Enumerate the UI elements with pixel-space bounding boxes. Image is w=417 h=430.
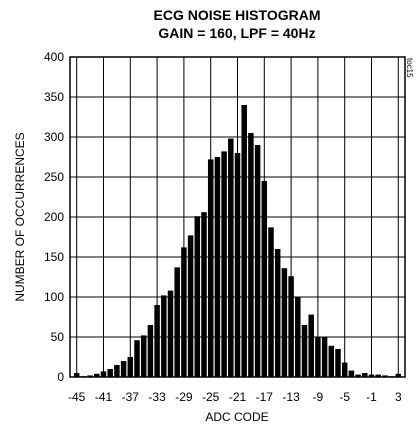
histogram-bar	[395, 373, 402, 377]
x-tick-label: -5	[339, 390, 350, 404]
histogram-bar	[214, 157, 221, 377]
x-tick-label: -29	[175, 390, 193, 404]
histogram-bar	[221, 151, 227, 377]
bars	[73, 105, 402, 377]
x-tick-label: -37	[122, 390, 140, 404]
y-tick-label: 0	[57, 370, 64, 384]
x-tick-label: -41	[95, 390, 113, 404]
histogram-bar	[261, 181, 268, 377]
histogram-bar	[147, 325, 154, 377]
histogram-bar	[308, 314, 314, 377]
y-tick-label: 400	[44, 50, 64, 64]
histogram-bar	[368, 374, 375, 377]
plot-frame	[69, 56, 406, 378]
histogram-bar	[274, 249, 281, 377]
histogram-bar	[114, 365, 120, 377]
histogram-bar	[187, 235, 194, 377]
histogram-bar	[100, 371, 107, 377]
histogram-bar	[382, 375, 388, 377]
y-tick-label: 50	[51, 330, 65, 344]
histogram-bar	[335, 349, 341, 377]
x-tick-labels: -45 -41 -37 -33 -29 -25 -21 -17 -13 -9 -5 -1 3	[68, 390, 402, 404]
chart-subtitle: GAIN = 160, LPF = 40Hz	[158, 25, 315, 41]
x-tick-label: -13	[282, 390, 300, 404]
x-axis-label: ADC CODE	[205, 410, 268, 424]
histogram-bar	[174, 267, 180, 377]
x-tick-label: -33	[148, 390, 166, 404]
chart-title: ECG NOISE HISTOGRAM	[154, 7, 321, 23]
histogram-bar	[295, 297, 301, 377]
histogram-bar	[254, 145, 261, 377]
histogram-bar	[87, 375, 93, 377]
x-tick-label: -21	[229, 390, 247, 404]
histogram-bar	[248, 133, 254, 377]
histogram-bar	[321, 337, 328, 377]
x-tick-label: 3	[395, 390, 402, 404]
histogram-bar	[288, 276, 294, 377]
histogram-bar	[315, 337, 321, 377]
histogram-bar	[268, 227, 274, 377]
histogram-bar	[234, 153, 241, 377]
histogram-bar	[281, 268, 288, 377]
histogram-bar	[207, 159, 214, 377]
y-tick-labels: 0 50 100 150 200 250 300 350 400	[44, 50, 64, 384]
histogram-bar	[167, 290, 174, 377]
x-tick-label: -1	[366, 390, 377, 404]
histogram-bar	[241, 105, 247, 377]
x-tick-label: -17	[256, 390, 274, 404]
y-tick-label: 150	[44, 250, 64, 264]
histogram-bar	[362, 373, 368, 377]
histogram-bar	[73, 373, 80, 377]
histogram-bar	[94, 373, 100, 377]
histogram-bar	[107, 369, 113, 377]
histogram-bar	[348, 370, 355, 377]
y-tick-label: 100	[44, 290, 64, 304]
histogram-bar	[328, 345, 335, 377]
histogram-bar	[140, 335, 147, 377]
histogram-bar	[181, 247, 187, 377]
y-tick-label: 200	[44, 210, 64, 224]
side-code: toc15	[405, 58, 414, 78]
x-tick-label: -9	[313, 390, 324, 404]
y-tick-label: 250	[44, 170, 64, 184]
x-tick-label: -45	[68, 390, 86, 404]
histogram-bar	[127, 357, 134, 377]
histogram-bar	[341, 362, 348, 377]
y-tick-label: 350	[44, 90, 64, 104]
y-tick-label: 300	[44, 130, 64, 144]
histogram-bar	[194, 216, 201, 377]
histogram-bar	[375, 374, 381, 377]
histogram-bar	[201, 212, 207, 377]
histogram-bar	[134, 340, 140, 377]
histogram-bar	[120, 361, 127, 377]
y-axis-label: NUMBER OF OCCURRENCES	[13, 132, 27, 301]
histogram-bar	[228, 138, 234, 377]
histogram-bar	[161, 295, 167, 377]
x-tick-label: -25	[202, 390, 220, 404]
histogram-bar	[355, 374, 361, 377]
histogram-bar	[154, 305, 160, 377]
histogram-bar	[301, 325, 308, 377]
